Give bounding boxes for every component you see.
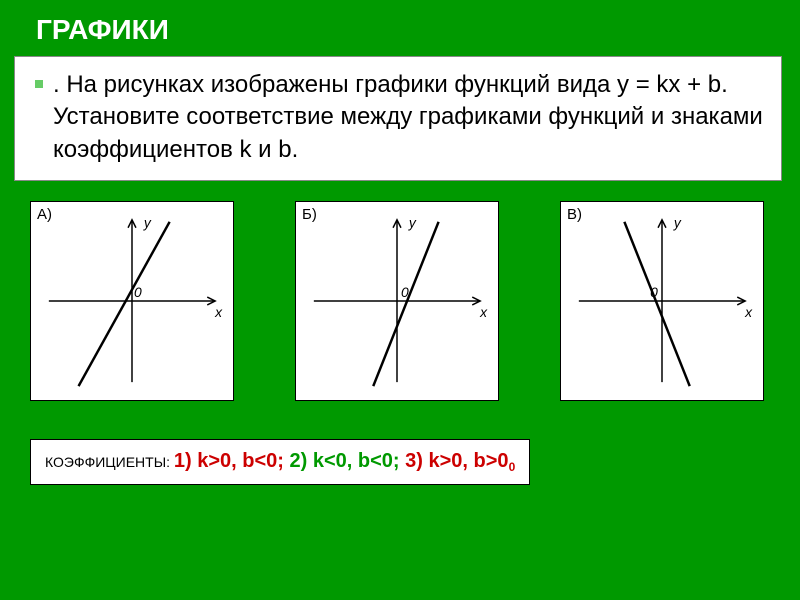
coefficients-label: КОЭФФИЦИЕНТЫ: [45, 454, 174, 470]
bullet-icon [35, 80, 43, 88]
svg-text:y: y [143, 215, 152, 231]
chart-svg-a: 0 x y [31, 202, 233, 400]
chart-b: Б) 0 x y [295, 201, 499, 401]
problem-paragraph: . На рисунках изображены графики функций… [53, 69, 765, 166]
slide-title: ГРАФИКИ [0, 0, 800, 56]
charts-row: А) 0 x y Б) 0 x y В) 0 x y [30, 201, 764, 401]
svg-text:0: 0 [650, 284, 658, 300]
coeff-option-3: 3) k>0, b>0 [405, 450, 508, 472]
chart-label: В) [567, 206, 582, 223]
svg-text:x: x [214, 304, 223, 320]
coeff-option-1: 1) k>0, b<0; [174, 450, 290, 472]
chart-svg-b: 0 x y [296, 202, 498, 400]
chart-svg-c: 0 x y [561, 202, 763, 400]
chart-label: А) [37, 206, 52, 223]
coefficients-box: КОЭФФИЦИЕНТЫ: 1) k>0, b<0; 2) k<0, b<0; … [30, 439, 530, 485]
svg-text:y: y [408, 215, 417, 231]
svg-text:y: y [673, 215, 682, 231]
coeff-option-3-sub: 0 [509, 460, 516, 474]
svg-text:0: 0 [134, 284, 142, 300]
coeff-option-2: 2) k<0, b<0; [290, 450, 406, 472]
svg-text:x: x [744, 304, 753, 320]
problem-text-box: . На рисунках изображены графики функций… [14, 56, 782, 181]
chart-a: А) 0 x y [30, 201, 234, 401]
chart-label: Б) [302, 206, 317, 223]
svg-text:0: 0 [401, 284, 409, 300]
svg-text:x: x [479, 304, 488, 320]
chart-c: В) 0 x y [560, 201, 764, 401]
